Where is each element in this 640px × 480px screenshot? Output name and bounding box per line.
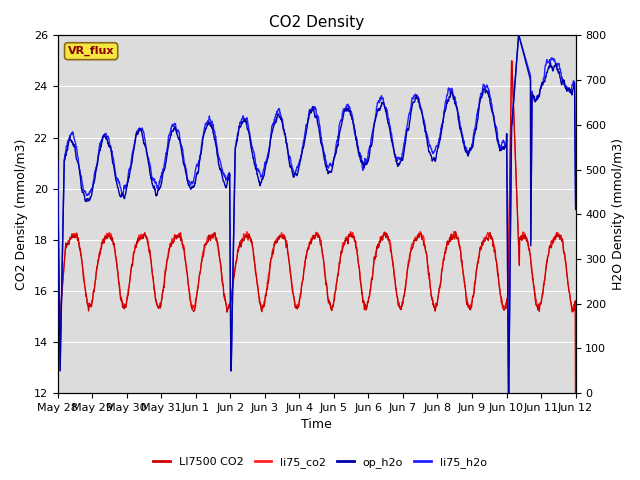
Title: CO2 Density: CO2 Density — [269, 15, 364, 30]
X-axis label: Time: Time — [301, 419, 332, 432]
Y-axis label: H2O Density (mmol/m3): H2O Density (mmol/m3) — [612, 138, 625, 290]
Text: VR_flux: VR_flux — [68, 46, 115, 56]
Y-axis label: CO2 Density (mmol/m3): CO2 Density (mmol/m3) — [15, 139, 28, 290]
Legend: LI7500 CO2, li75_co2, op_h2o, li75_h2o: LI7500 CO2, li75_co2, op_h2o, li75_h2o — [148, 452, 492, 472]
